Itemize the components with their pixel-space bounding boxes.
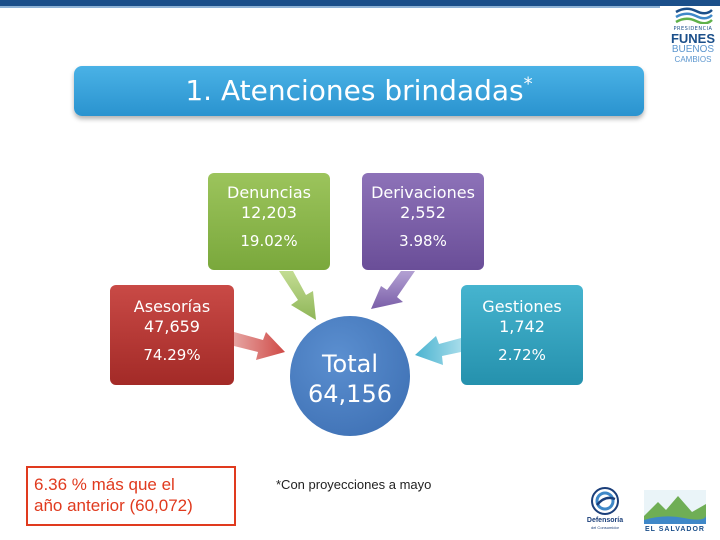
denuncias-percent: 19.02% [240, 232, 298, 250]
defensoria-logo-line2: del Consumidor [590, 525, 619, 530]
denuncias-value: 12,203 [241, 203, 297, 222]
derivaciones-label: Derivaciones [371, 183, 475, 202]
gestiones-value: 1,742 [499, 317, 545, 336]
presidency-logo: PRESIDENCIA FUNES BUENOS CAMBIOS [668, 4, 718, 68]
defensoria-emblem-icon [591, 487, 619, 515]
presidency-logo-line4: CAMBIOS [674, 55, 712, 64]
derivaciones-percent: 3.98% [399, 232, 447, 250]
denuncias-label: Denuncias [227, 183, 311, 202]
presidency-logo-line2: FUNES [670, 31, 716, 46]
growth-note-line1: 6.36 % más que el [34, 475, 175, 494]
node-denuncias: Denuncias 12,203 19.02% [208, 173, 330, 270]
arrow-gestiones [415, 336, 461, 365]
title-asterisk: * [523, 73, 533, 95]
arrow-derivaciones [371, 271, 415, 309]
asesorias-percent: 74.29% [143, 346, 201, 364]
footnote: *Con proyecciones a mayo [276, 477, 432, 492]
title-text: 1. Atenciones brindadas [185, 74, 524, 107]
landscape-icon [644, 490, 706, 524]
growth-note: 6.36 % más que el año anterior (60,072) [26, 466, 236, 526]
presidency-logo-line3: BUENOS [671, 44, 715, 55]
node-gestiones: Gestiones 1,742 2.72% [461, 285, 583, 385]
page-title: 1. Atenciones brindadas* [74, 66, 644, 116]
node-total: Total 64,156 [290, 316, 410, 436]
gestiones-percent: 2.72% [498, 346, 546, 364]
defensoria-logo: Defensoría del Consumidor [585, 487, 625, 537]
asesorias-label: Asesorías [133, 297, 211, 316]
top-rule [0, 6, 660, 8]
title-banner: 1. Atenciones brindadas* [74, 66, 644, 116]
waves-icon [675, 7, 713, 24]
arrow-denuncias [279, 271, 316, 320]
el-salvador-logo: EL SALVADOR [638, 490, 712, 536]
growth-note-line2: año anterior (60,072) [34, 496, 193, 515]
total-label: Total [321, 350, 379, 378]
gestiones-label: Gestiones [482, 297, 562, 316]
presidency-logo-line1: PRESIDENCIA [673, 26, 713, 32]
defensoria-logo-line1: Defensoría [586, 517, 624, 524]
node-derivaciones: Derivaciones 2,552 3.98% [362, 173, 484, 270]
derivaciones-value: 2,552 [400, 203, 446, 222]
asesorias-value: 47,659 [144, 317, 200, 336]
top-bar [0, 0, 720, 6]
arrow-asesorias [234, 332, 285, 360]
total-value: 64,156 [308, 380, 392, 408]
node-asesorias: Asesorías 47,659 74.29% [110, 285, 234, 385]
el-salvador-logo-text: EL SALVADOR [644, 526, 705, 533]
